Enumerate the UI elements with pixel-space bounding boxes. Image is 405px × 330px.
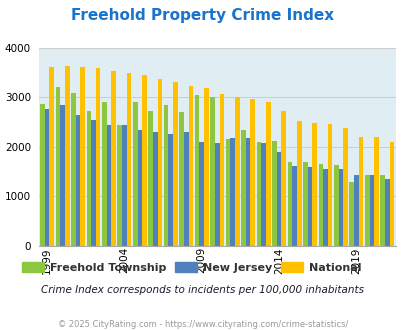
Bar [96,68,100,246]
Bar [307,167,311,246]
Bar [173,82,177,246]
Bar [157,79,162,246]
Bar [364,175,369,246]
Bar [199,143,204,246]
Bar [71,93,75,246]
Bar [194,95,199,246]
Bar [49,67,54,246]
Bar [188,86,193,246]
Bar [214,143,219,246]
Bar [179,112,183,246]
Bar [369,175,373,246]
Text: © 2025 CityRating.com - https://www.cityrating.com/crime-statistics/: © 2025 CityRating.com - https://www.city… [58,320,347,329]
Bar [102,102,107,246]
Bar [153,132,157,246]
Bar [245,138,250,246]
Bar [327,124,332,246]
Bar [117,124,122,246]
Bar [373,137,378,246]
Bar [234,97,239,246]
Bar [132,102,137,246]
Bar [225,139,230,246]
Bar [276,152,281,246]
Bar [111,71,115,246]
Bar [230,139,234,246]
Bar [86,111,91,246]
Bar [333,165,338,246]
Bar [302,162,307,246]
Bar [358,137,362,246]
Bar [55,87,60,246]
Bar [219,94,224,246]
Bar [379,175,384,246]
Bar [349,182,353,246]
Bar [65,66,69,246]
Bar [250,99,254,246]
Bar [80,67,85,246]
Text: Freehold Property Crime Index: Freehold Property Crime Index [71,8,334,23]
Bar [148,111,153,246]
Bar [256,143,261,246]
Bar [384,179,389,246]
Bar [142,75,147,246]
Bar [60,105,65,246]
Legend: Freehold Township, New Jersey, National: Freehold Township, New Jersey, National [18,258,365,278]
Bar [311,123,316,246]
Bar [287,162,292,246]
Bar [389,142,393,246]
Bar [271,141,276,246]
Text: Crime Index corresponds to incidents per 100,000 inhabitants: Crime Index corresponds to incidents per… [41,285,364,295]
Bar [322,169,327,246]
Bar [338,169,342,246]
Bar [318,164,322,246]
Bar [40,104,45,246]
Bar [91,120,96,246]
Bar [353,175,358,246]
Bar [126,73,131,246]
Bar [204,88,208,246]
Bar [122,124,126,246]
Bar [183,132,188,246]
Bar [107,124,111,246]
Bar [261,143,265,246]
Bar [281,111,286,246]
Bar [342,128,347,246]
Bar [137,130,142,246]
Bar [75,115,80,246]
Bar [210,97,214,246]
Bar [265,102,270,246]
Bar [45,109,49,246]
Bar [296,121,301,246]
Bar [292,166,296,246]
Bar [164,105,168,246]
Bar [168,135,173,246]
Bar [241,130,245,246]
